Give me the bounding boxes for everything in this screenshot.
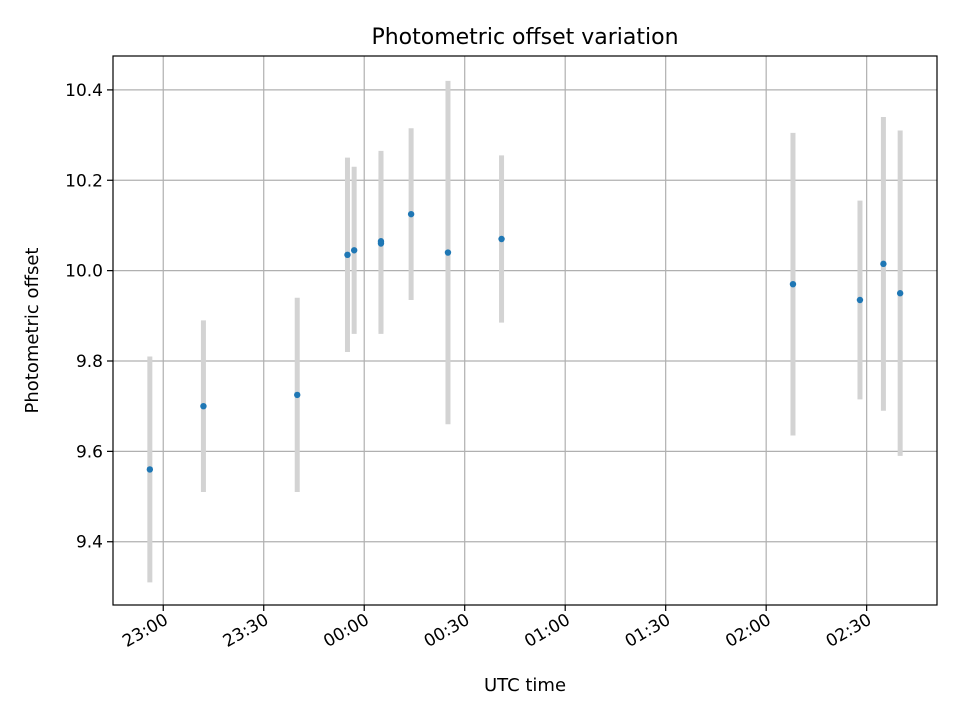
x-tick-label: 01:00 — [521, 610, 573, 652]
y-tick-label: 10.0 — [65, 262, 103, 282]
y-tick-label: 10.2 — [65, 171, 103, 191]
data-points — [146, 210, 904, 473]
error-bars — [147, 80, 903, 583]
data-point — [146, 466, 154, 473]
plot-frame — [112, 55, 938, 606]
data-point — [856, 296, 864, 304]
y-tick-label: 9.8 — [76, 352, 103, 372]
grid — [113, 56, 937, 605]
data-point — [498, 235, 505, 243]
y-tick-label: 9.4 — [76, 533, 103, 553]
data-point — [896, 290, 904, 297]
x-tick-label: 23:00 — [119, 610, 171, 652]
y-tick-label: 9.6 — [76, 442, 103, 462]
data-point — [294, 391, 301, 399]
data-point — [350, 247, 358, 254]
x-tick-label: 00:30 — [421, 610, 473, 652]
data-point — [789, 280, 797, 288]
data-point — [444, 249, 452, 256]
data-point — [200, 402, 207, 410]
y-tick-label: 10.4 — [65, 81, 103, 101]
data-point — [880, 260, 887, 268]
data-point — [344, 251, 351, 259]
data-point — [407, 210, 415, 218]
x-tick-label: 00:00 — [320, 610, 372, 652]
x-tick-label: 02:00 — [722, 610, 774, 652]
ticks: 23:00 23:30 00:00 00:30 01:00 01:30 02:00 02:30… — [65, 81, 875, 652]
x-tick-label: 23:30 — [220, 610, 272, 652]
chart-title: Photometric offset variation — [371, 25, 678, 50]
y-axis-label: Photometric offset — [22, 248, 43, 414]
x-axis-label: UTC time — [484, 675, 566, 696]
x-tick-label: 02:30 — [823, 610, 875, 652]
x-tick-label: 01:30 — [622, 610, 674, 652]
data-point — [377, 240, 385, 247]
